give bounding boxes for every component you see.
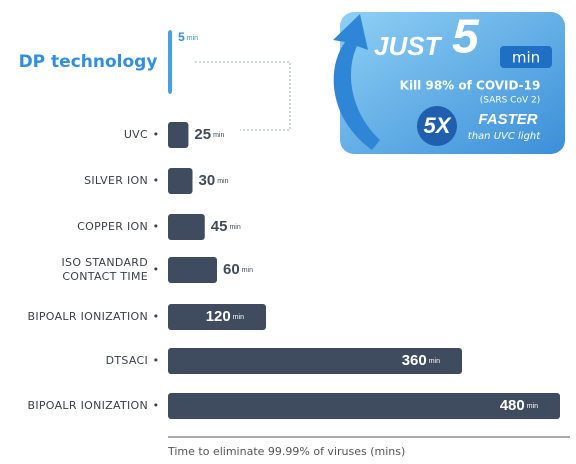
x-axis-label: Time to eliminate 99.99% of viruses (min…	[167, 445, 405, 458]
callout-unit-box	[500, 46, 552, 68]
category-label: COPPER ION	[77, 220, 148, 233]
category-bullet: •	[153, 310, 160, 323]
category-label: DTSACI	[106, 354, 148, 367]
value-label: 60 min	[223, 261, 253, 278]
bar	[168, 257, 217, 283]
bar	[168, 214, 205, 240]
bar	[168, 348, 462, 374]
value-number: 25	[194, 126, 211, 143]
value-label: 30 min	[199, 172, 229, 189]
callout-unit: min	[512, 49, 540, 67]
callout-virus: (SARS CoV 2)	[480, 96, 540, 106]
value-number: 120	[206, 308, 231, 325]
callout-arrow	[333, 14, 380, 150]
category-label: BIPOALR IONIZATION	[27, 310, 148, 323]
value-unit: min	[213, 132, 224, 139]
value-label: 480 min	[500, 397, 538, 414]
value-label: 120 min	[206, 308, 244, 325]
bar	[168, 393, 560, 419]
value-number: 30	[199, 172, 216, 189]
value-label: 360 min	[402, 352, 440, 369]
category-label: UVC	[124, 128, 148, 141]
callout-kill: Kill 98% of COVID-19	[400, 79, 541, 93]
callout-number: 5	[452, 11, 480, 64]
value-unit: min	[233, 314, 244, 321]
value-label: 25 min	[194, 126, 224, 143]
value-unit: min	[242, 267, 253, 274]
callout: JUST 5 min Kill 98% of COVID-19 (SARS Co…	[333, 11, 565, 154]
bar	[168, 304, 266, 330]
value-unit: min	[217, 178, 228, 185]
callout-circle	[417, 106, 457, 146]
value-number: 360	[402, 352, 427, 369]
value-unit: min	[187, 35, 198, 42]
value-number: 60	[223, 261, 240, 278]
value-number: 5	[178, 30, 185, 44]
value-label: 5 min	[178, 30, 198, 44]
value-number: 45	[211, 218, 228, 235]
callout-just: JUST	[374, 31, 443, 61]
bar	[168, 30, 173, 94]
category-label: ISO STANDARD CONTACT TIME	[62, 256, 149, 283]
category-bullet: •	[153, 263, 160, 276]
bar	[168, 122, 189, 148]
category-label: BIPOALR IONIZATION	[27, 399, 148, 412]
category-bullet: •	[153, 220, 160, 233]
bar	[168, 168, 193, 194]
value-number: 480	[500, 397, 525, 414]
value-unit: min	[527, 403, 538, 410]
connector	[195, 61, 291, 131]
category-bullet: •	[153, 399, 160, 412]
callout-factor: 5X	[424, 113, 452, 138]
category-bullet: •	[153, 128, 160, 141]
value-unit: min	[429, 358, 440, 365]
category-bullet: •	[153, 174, 160, 187]
category-label: DP technology	[19, 52, 158, 72]
callout-faster: FASTER	[478, 111, 537, 128]
callout-than: than UVC light	[468, 131, 541, 142]
value-label: 45 min	[211, 218, 241, 235]
category-bullet: •	[153, 354, 160, 367]
category-label: SILVER ION	[84, 174, 148, 187]
value-unit: min	[229, 224, 240, 231]
